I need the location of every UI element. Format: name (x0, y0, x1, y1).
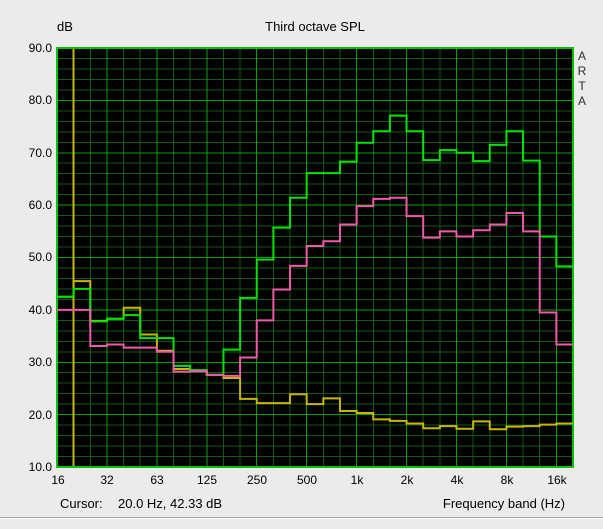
y-axis-tick: 40.0 (28, 303, 52, 317)
x-axis-tick: 1k (350, 473, 364, 487)
y-axis-tick: 80.0 (28, 93, 52, 107)
y-axis-tick: 50.0 (28, 250, 52, 264)
x-axis-tick: 16k (547, 473, 567, 487)
x-axis-tick: 4k (450, 473, 464, 487)
x-axis-tick: 500 (296, 473, 318, 487)
y-axis-tick: 60.0 (28, 198, 52, 212)
chart-title: Third octave SPL (265, 19, 365, 34)
x-axis-tick: 2k (400, 473, 414, 487)
cursor-readout-label: Cursor: (60, 496, 103, 511)
status-divider (0, 517, 603, 519)
x-axis-tick: 63 (150, 473, 164, 487)
y-axis-tick: 90.0 (28, 41, 52, 55)
y-axis-tick: 30.0 (28, 355, 52, 369)
x-axis-tick: 32 (100, 473, 114, 487)
y-axis-unit-label: dB (57, 19, 73, 34)
x-axis-title: Frequency band (Hz) (442, 496, 565, 511)
y-axis-tick: 10.0 (28, 460, 52, 474)
y-axis-tick: 70.0 (28, 146, 52, 160)
brand-label: ARTA (577, 49, 587, 108)
cursor-readout-value: 20.0 Hz, 42.33 dB (118, 496, 223, 511)
y-axis-tick: 20.0 (28, 408, 52, 422)
x-axis-tick: 8k (500, 473, 514, 487)
x-axis-tick: 125 (196, 473, 218, 487)
x-axis-tick: 16 (51, 473, 65, 487)
x-axis-tick: 250 (246, 473, 268, 487)
